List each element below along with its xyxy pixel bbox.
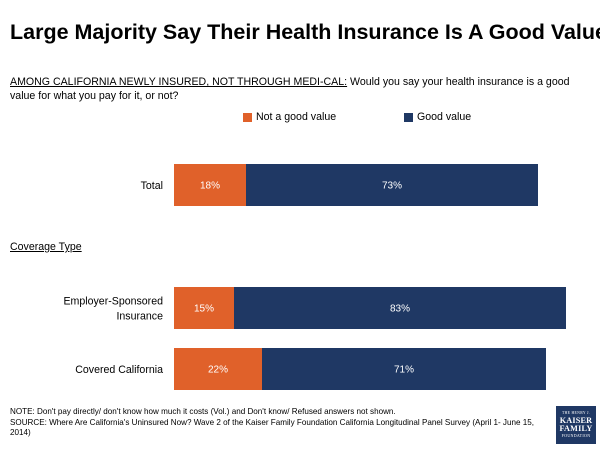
- kff-logo: THE HENRY J. KAISER FAMILY FOUNDATION: [556, 406, 596, 444]
- footnote: NOTE: Don't pay directly/ don't know how…: [10, 407, 550, 439]
- legend-label-good-value: Good value: [417, 111, 472, 123]
- footnote-source: SOURCE: Where Are California's Uninsured…: [10, 417, 534, 438]
- legend-item-not-good-value: Not a good value: [243, 111, 336, 123]
- logo-kaiser-text: KAISER: [559, 415, 593, 425]
- bar-good-value-covered-california: [262, 348, 546, 390]
- bar-not-a-good-value-total: [174, 164, 246, 206]
- legend-label-not-good-value: Not a good value: [256, 111, 337, 123]
- legend-item-good-value: Good value: [404, 111, 471, 123]
- bar-good-value-employer-sponsored-insurance: [234, 287, 566, 329]
- category-label-covered-california: Covered California: [75, 364, 163, 376]
- legend-swatch-good-value: [404, 112, 413, 122]
- data-label-not-a-good-value-employer-sponsored-insurance: 15%: [194, 304, 214, 315]
- logo-foundation-text: FOUNDATION: [561, 433, 591, 439]
- category-label-employer-sponsored-insurance: Employer-Sponsored Insurance: [63, 296, 163, 323]
- bar-not-a-good-value-employer-sponsored-insurance: [174, 287, 234, 329]
- survey-question: AMONG CALIFORNIA NEWLY INSURED, NOT THRO…: [10, 75, 595, 103]
- data-label-not-a-good-value-total: 18%: [200, 181, 220, 192]
- question-text: Would you say your health insurance is a…: [10, 76, 570, 102]
- data-label-good-value-employer-sponsored-insurance: 83%: [390, 304, 410, 315]
- bar-good-value-total: [246, 164, 538, 206]
- category-label-total: Total: [141, 180, 163, 192]
- data-label-not-a-good-value-covered-california: 22%: [208, 365, 228, 376]
- bar-not-a-good-value-covered-california: [174, 348, 262, 390]
- legend-swatch-not-good-value: [243, 112, 252, 122]
- question-lead: AMONG CALIFORNIA NEWLY INSURED, NOT THRO…: [10, 76, 348, 88]
- stacked-bar-chart: Total 18% 73% Employer-Sponsored Insurance 15…: [63, 164, 566, 390]
- chart-title: Large Majority Say Their Health Insuranc…: [10, 20, 600, 44]
- logo-family-text: FAMILY: [559, 423, 593, 433]
- footnote-note: NOTE: Don't pay directly/ don't know how…: [10, 407, 396, 416]
- data-label-good-value-total: 73%: [382, 181, 402, 192]
- logo-top-text: THE HENRY J.: [561, 410, 591, 415]
- data-label-good-value-covered-california: 71%: [394, 365, 414, 376]
- coverage-type-label: Coverage Type: [10, 241, 82, 253]
